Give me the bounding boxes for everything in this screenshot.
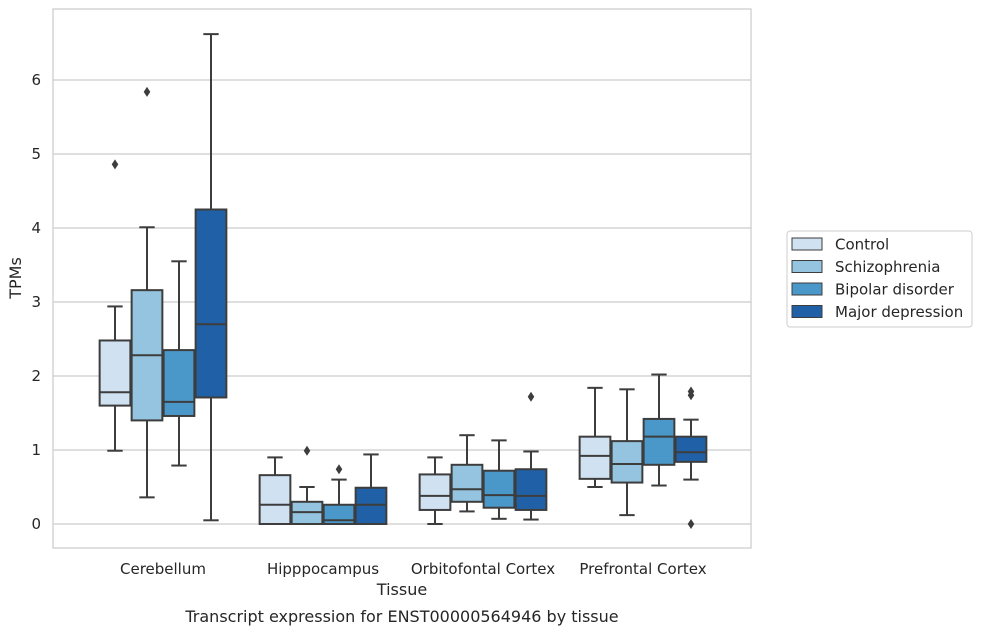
box-body <box>354 486 388 525</box>
x-tick-labels: Cerebellum Hipppocampus Orbitofontal Corte… <box>120 560 707 578</box>
y-tick-label: 2 <box>31 367 41 385</box>
box-group <box>290 445 324 525</box>
outlier-point <box>335 464 343 475</box>
legend-label: Control <box>835 236 889 254</box>
y-tick-label: 6 <box>31 71 41 89</box>
legend-swatch <box>791 260 823 273</box>
x-tick-label: Prefrontal Cortex <box>579 560 706 578</box>
box-group <box>258 456 292 526</box>
legend-swatch <box>791 305 823 318</box>
legend-label: Major depression <box>835 303 963 321</box>
legend-swatch <box>791 237 823 251</box>
legend-frame <box>786 230 973 328</box>
box-group <box>514 391 548 521</box>
x-tick-label: Orbitofontal Cortex <box>411 560 555 578</box>
y-tick-label: 1 <box>31 441 41 459</box>
box-body <box>674 435 708 463</box>
outlier-point <box>687 386 695 397</box>
box-body <box>514 468 548 511</box>
outlier-point <box>143 86 151 97</box>
box-group <box>98 159 132 452</box>
box-body <box>98 339 132 407</box>
box-body <box>162 349 196 417</box>
outlier-point <box>527 391 535 402</box>
box-body <box>450 463 484 503</box>
box-group <box>450 434 484 513</box>
legend: Control Schizophrenia Bipolar disorder Majo… <box>786 230 973 328</box>
box-body <box>642 417 676 466</box>
y-tick-labels: 0 1 2 3 4 5 6 <box>31 71 41 533</box>
box-group <box>322 464 356 526</box>
outlier-point <box>303 445 311 456</box>
y-tick-label: 5 <box>31 145 41 163</box>
y-tick-label: 3 <box>31 293 41 311</box>
x-tick-label: Hipppocampus <box>267 560 379 578</box>
x-tick-label: Cerebellum <box>120 560 206 578</box>
box-group <box>578 386 612 488</box>
box-group <box>354 453 388 525</box>
outlier-point <box>111 159 119 170</box>
outlier-point <box>687 519 695 529</box>
legend-label: Schizophrenia <box>835 258 940 276</box>
y-tick-label: 0 <box>31 515 41 533</box>
box-group <box>194 33 228 522</box>
box-body <box>610 440 644 484</box>
box-body <box>418 473 452 511</box>
box-body <box>482 469 516 509</box>
chart-caption: Transcript expression for ENST0000056494… <box>184 607 618 626</box>
y-axis-label: TPMs <box>6 257 25 300</box>
x-axis-label: Tissue <box>376 580 427 599</box>
box-body <box>258 474 292 526</box>
box-group <box>610 388 644 517</box>
legend-items: Control Schizophrenia Bipolar disorder Majo… <box>791 236 963 321</box>
box-group <box>482 439 516 520</box>
box-group <box>642 373 676 487</box>
boxes <box>98 33 708 529</box>
box-group <box>130 86 164 499</box>
legend-swatch <box>791 282 823 296</box>
box-group <box>674 386 708 529</box>
box-body <box>322 503 356 526</box>
box-group <box>418 456 452 525</box>
box-body <box>194 208 228 399</box>
box-body <box>578 435 612 480</box>
plot-frame <box>52 8 752 549</box>
y-tick-label: 4 <box>31 219 41 237</box>
box-group <box>162 260 196 467</box>
legend-label: Bipolar disorder <box>835 281 955 299</box>
